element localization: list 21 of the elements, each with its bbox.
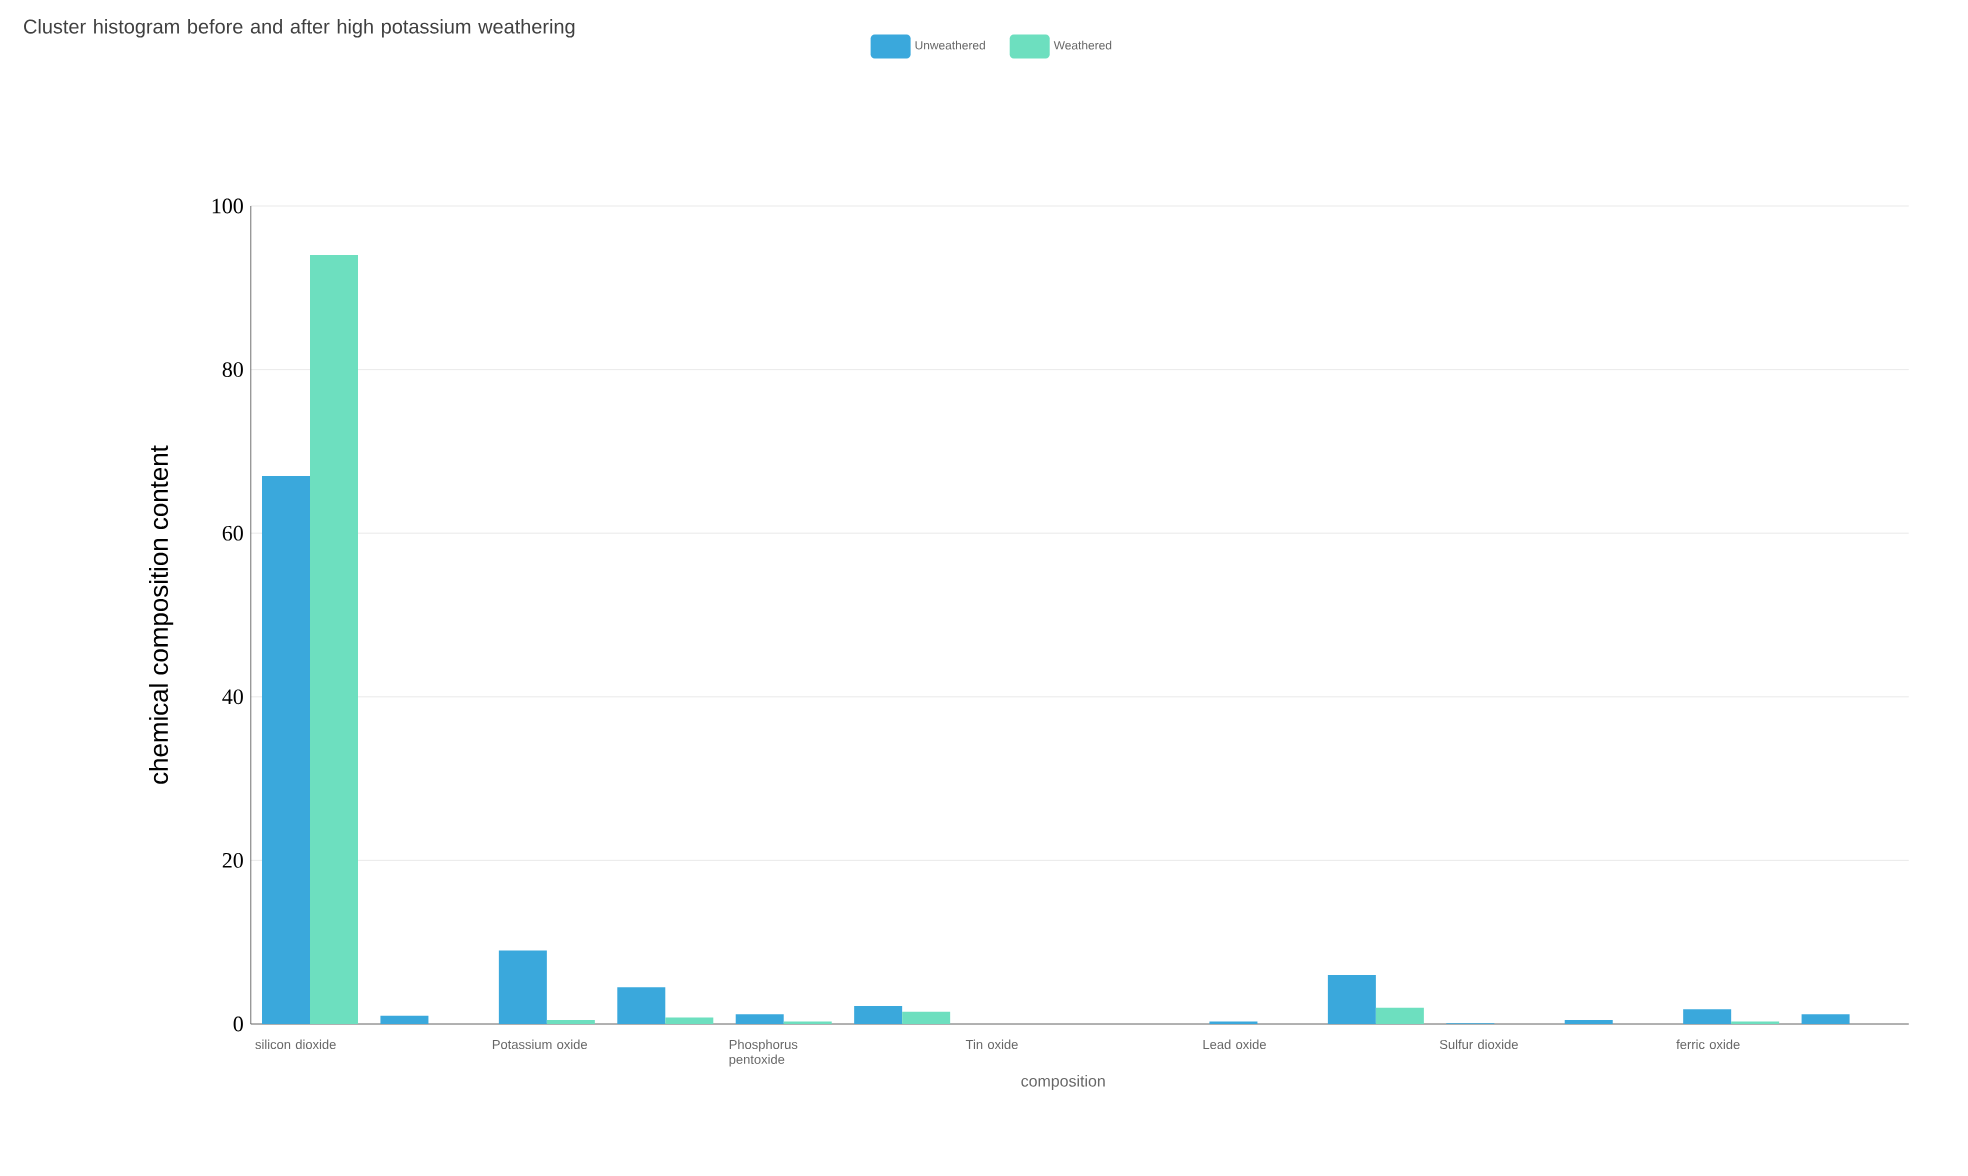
bar <box>1801 1014 1850 1024</box>
y-tick-label: 0 <box>233 1016 243 1032</box>
bar <box>262 475 310 1024</box>
y-tick-label: 60 <box>222 525 243 541</box>
y-axis-title: chemical composition content <box>149 445 174 784</box>
y-tick-label: 40 <box>222 689 243 705</box>
bar <box>1327 974 1376 1024</box>
y-tick-label: 20 <box>222 853 243 868</box>
bar <box>735 1014 784 1024</box>
bar <box>1375 1007 1424 1024</box>
bar <box>902 1011 951 1024</box>
bar <box>665 1017 714 1024</box>
y-tick-label: 100 <box>212 198 243 214</box>
bar <box>310 255 358 1024</box>
y-tick-label: 80 <box>222 362 243 377</box>
bar <box>498 950 547 1024</box>
bar <box>854 1006 903 1024</box>
bar <box>1683 1009 1732 1024</box>
bar <box>380 1015 429 1024</box>
chart-title: Cluster histogram before and after high potassium weathering <box>24 19 575 38</box>
bar <box>617 987 666 1024</box>
